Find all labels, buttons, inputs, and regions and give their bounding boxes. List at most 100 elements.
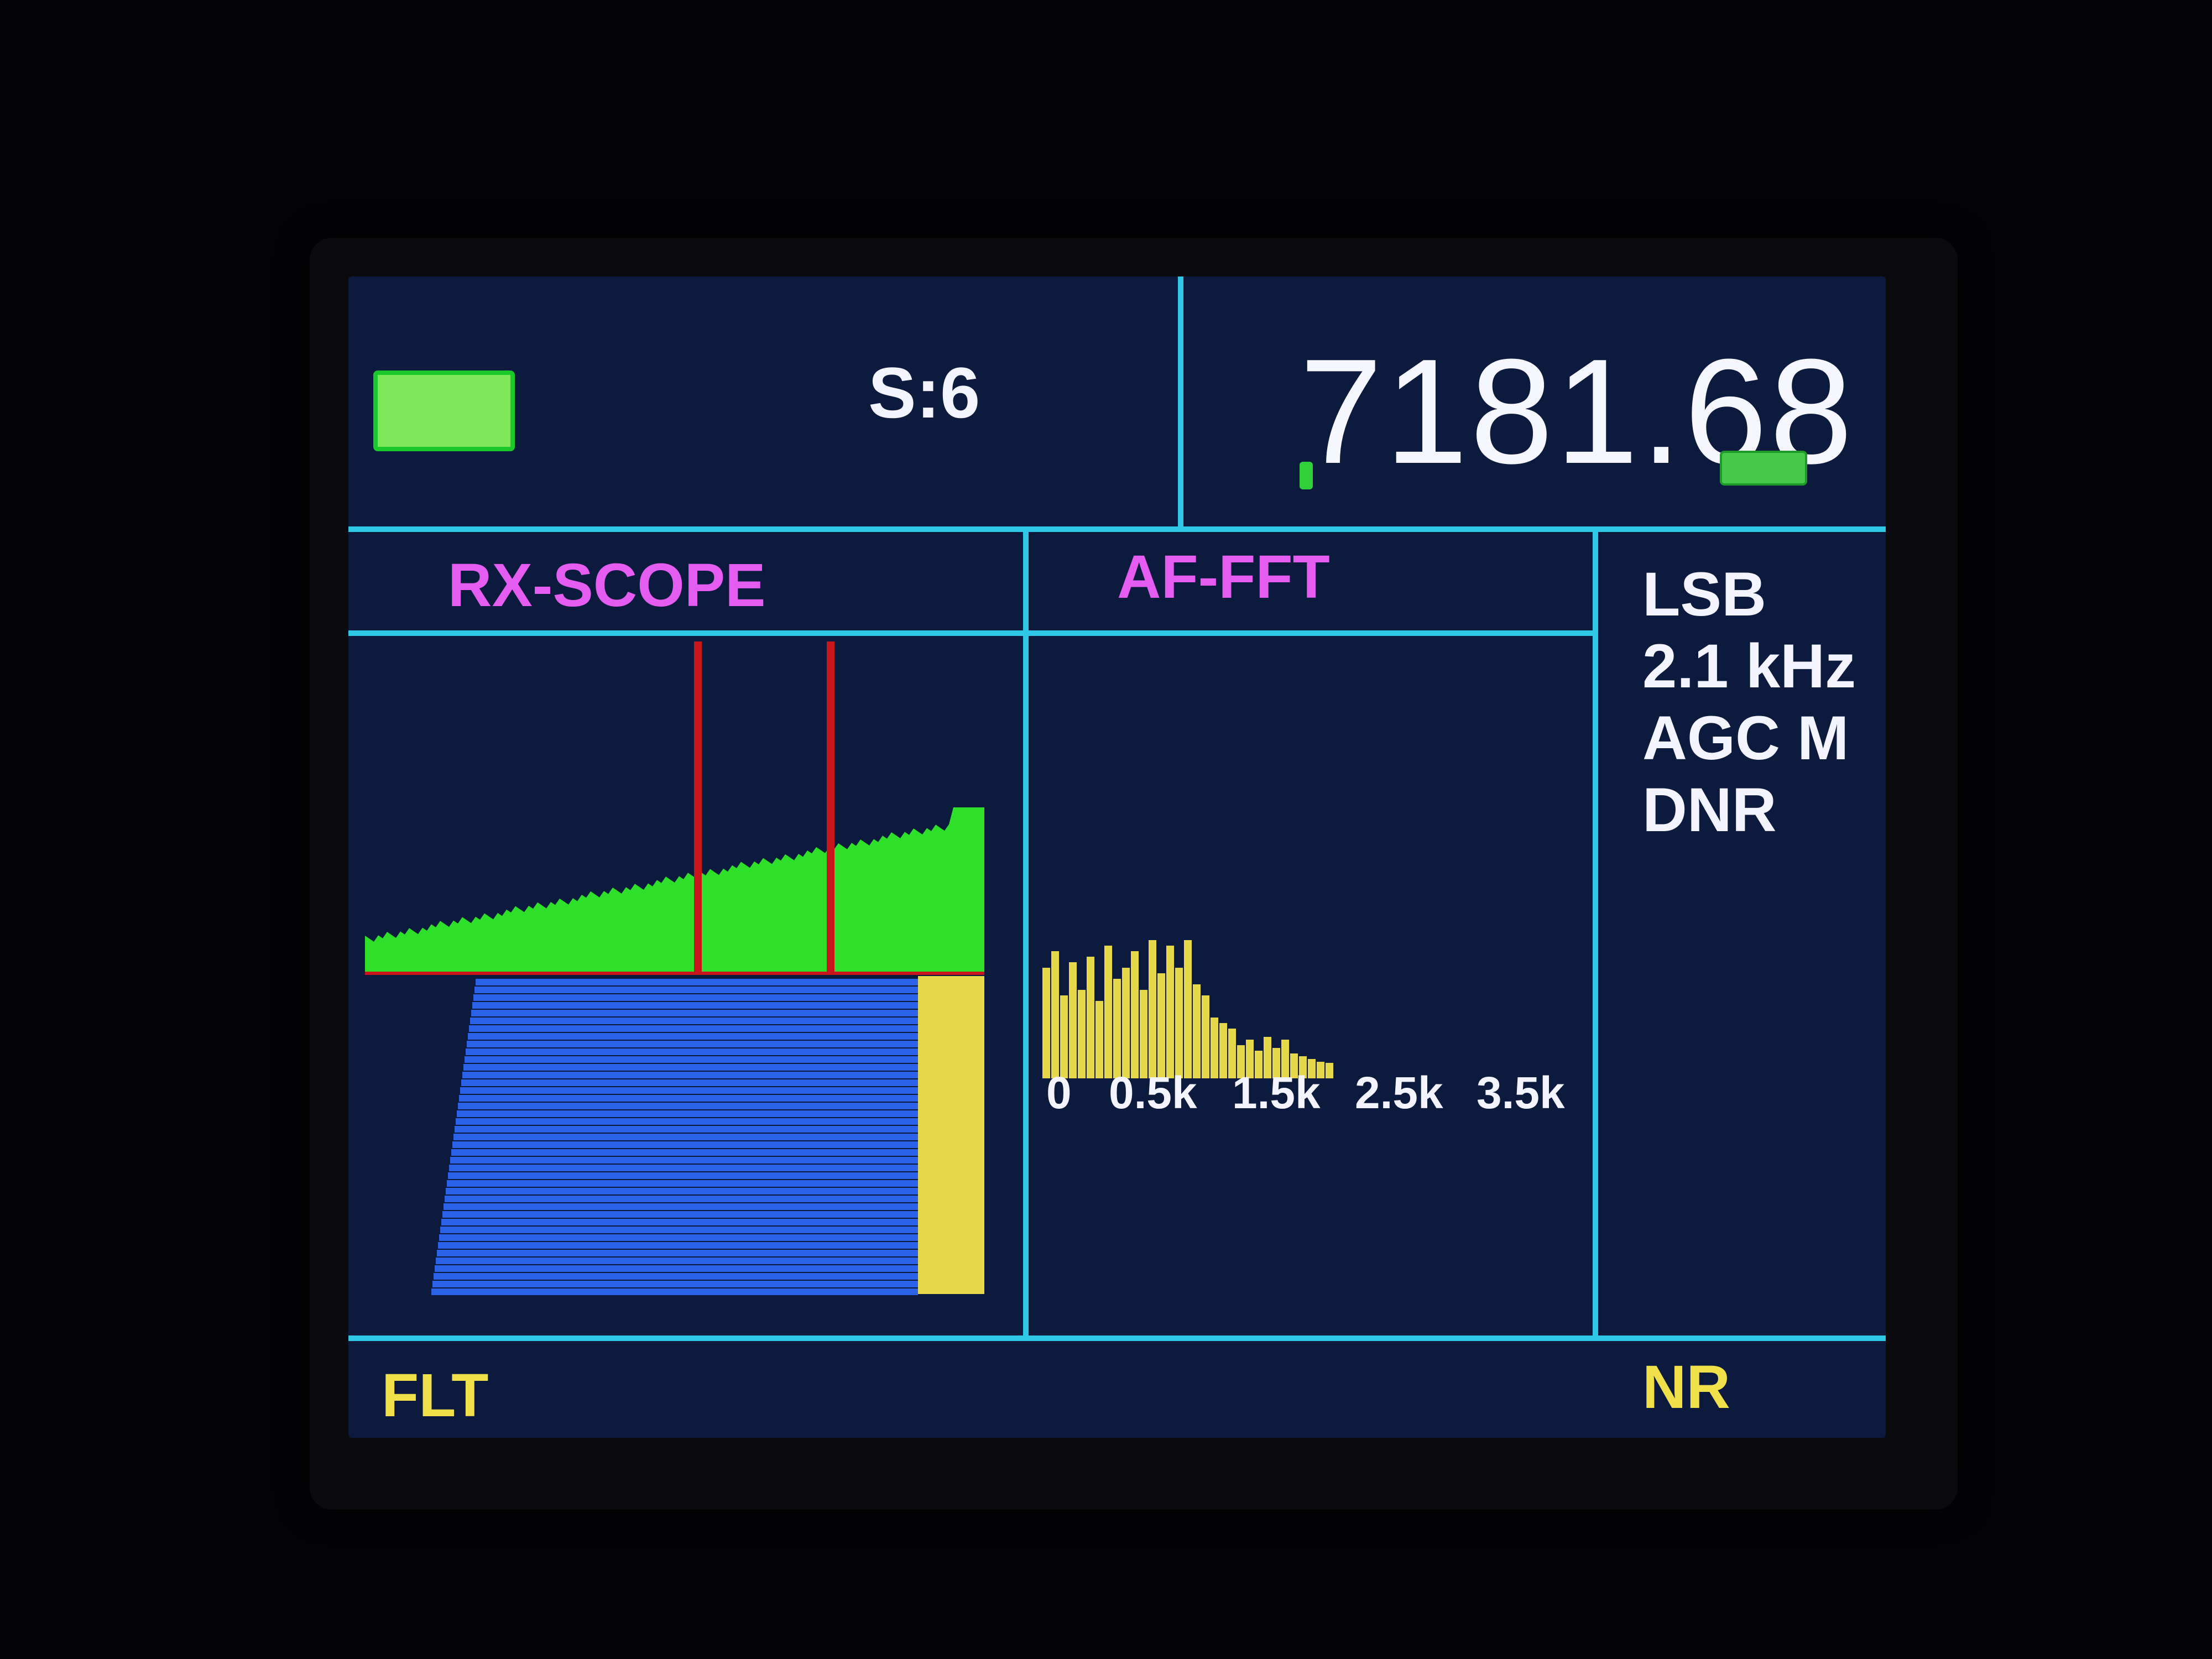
divider-footer: [348, 1335, 1886, 1341]
fft-bar: [1087, 957, 1094, 1078]
bandwidth-label[interactable]: 2.1 kHz: [1642, 632, 1856, 701]
waterfall-line: [449, 1165, 918, 1171]
fft-bar: [1264, 1037, 1271, 1078]
signal-status-indicator: [373, 371, 515, 451]
waterfall-line: [455, 1126, 918, 1133]
waterfall-line: [463, 1064, 918, 1071]
fft-bar: [1113, 979, 1121, 1078]
waterfall-line: [466, 1048, 918, 1055]
waterfall-line: [472, 1002, 918, 1009]
fft-bar: [1211, 1018, 1218, 1078]
fft-tick-2-5k: 2.5k: [1355, 1068, 1443, 1118]
fft-bar: [1078, 990, 1086, 1078]
waterfall-line: [457, 1110, 918, 1117]
fft-bar: [1104, 946, 1112, 1078]
scope-title: RX-SCOPE: [448, 551, 766, 619]
fft-bar: [1166, 946, 1174, 1078]
fft-bar: [1290, 1053, 1298, 1078]
waterfall-line: [431, 1288, 918, 1295]
waterfall-line: [453, 1134, 918, 1140]
fft-bar: [1219, 1023, 1227, 1078]
rx-scope[interactable]: [365, 641, 1018, 1327]
waterfall-line: [458, 1103, 918, 1109]
mode-label[interactable]: LSB: [1642, 560, 1766, 629]
fft-bar: [1246, 1040, 1254, 1078]
fft-tick-0: 0: [1046, 1068, 1072, 1118]
waterfall-line: [435, 1265, 918, 1272]
waterfall-line: [461, 1079, 918, 1086]
waterfall-line: [471, 1010, 918, 1016]
waterfall-line: [462, 1072, 918, 1078]
fft-bar: [1069, 962, 1077, 1078]
fft-bar: [1202, 995, 1209, 1078]
waterfall-line: [442, 1211, 918, 1218]
waterfall-line: [439, 1234, 918, 1241]
waterfall-line: [446, 1188, 918, 1194]
divider-fft-side: [1593, 526, 1598, 1339]
fft-bar: [1095, 1001, 1103, 1078]
fft-bar: [1272, 1048, 1280, 1078]
waterfall-line: [438, 1242, 918, 1249]
s-meter-reading: S:6: [868, 352, 980, 433]
fft-bar: [1042, 968, 1050, 1078]
waterfall-line: [432, 1281, 918, 1287]
waterfall-line: [476, 979, 918, 985]
waterfall-line: [469, 1025, 918, 1032]
waterfall-line: [448, 1172, 918, 1179]
waterfall-line: [450, 1157, 918, 1164]
waterfall-line: [467, 1041, 918, 1047]
fft-bar: [1140, 990, 1147, 1078]
waterfall-line: [470, 1018, 918, 1024]
divider-scope-fft: [1023, 526, 1029, 1339]
waterfall-line: [447, 1180, 918, 1187]
waterfall-line: [440, 1227, 918, 1233]
scope-spectrum-fill: [365, 807, 984, 973]
waterfall-line: [474, 987, 918, 993]
passband-marker-right: [827, 641, 834, 972]
fft-tick-0-5k: 0.5k: [1109, 1068, 1197, 1118]
waterfall-line: [441, 1219, 918, 1225]
fft-tick-3-5k: 3.5k: [1477, 1068, 1565, 1118]
fft-tick-1-5k: 1.5k: [1232, 1068, 1321, 1118]
fft-bar: [1149, 940, 1156, 1078]
flt-softkey[interactable]: FLT: [382, 1361, 489, 1430]
nr-softkey[interactable]: NR: [1642, 1353, 1730, 1421]
waterfall-line: [465, 1056, 918, 1063]
waterfall-line: [444, 1203, 918, 1210]
fft-bar: [1175, 968, 1183, 1078]
fft-bar: [1193, 984, 1201, 1078]
waterfall-line: [451, 1149, 918, 1156]
fft-bar: [1051, 951, 1059, 1078]
fft-title: AF-FFT: [1117, 543, 1330, 611]
waterfall-line: [445, 1196, 918, 1202]
fft-bar: [1281, 1040, 1289, 1078]
fft-bar: [1326, 1063, 1333, 1078]
waterfall-line: [473, 994, 918, 1001]
tuning-step-indicator: [1720, 451, 1807, 486]
fft-bar: [1237, 1045, 1245, 1078]
fft-bar: [1308, 1059, 1316, 1078]
waterfall-line: [460, 1087, 918, 1094]
agc-label[interactable]: AGC M: [1642, 703, 1849, 773]
passband-marker-left: [694, 641, 702, 972]
dnr-label[interactable]: DNR: [1642, 775, 1777, 844]
af-fft: [1042, 940, 1333, 1078]
divider-header: [348, 526, 1886, 532]
divider-titles: [348, 630, 1593, 636]
waterfall-line: [468, 1033, 918, 1040]
waterfall-line: [459, 1095, 918, 1102]
waterfall-line: [437, 1250, 918, 1256]
waterfall: [431, 976, 984, 1295]
waterfall-edge-band: [918, 976, 984, 1294]
fft-bar: [1122, 968, 1130, 1078]
fft-bar: [1184, 940, 1192, 1078]
fft-bar: [1157, 973, 1165, 1078]
fft-bar: [1299, 1056, 1307, 1078]
waterfall-line: [456, 1118, 918, 1125]
fft-bar: [1060, 995, 1068, 1078]
fft-bar: [1131, 951, 1139, 1078]
fft-bar: [1317, 1062, 1324, 1078]
waterfall-line: [436, 1258, 918, 1264]
tuning-cursor: [1300, 462, 1313, 489]
fft-bar: [1255, 1051, 1262, 1078]
